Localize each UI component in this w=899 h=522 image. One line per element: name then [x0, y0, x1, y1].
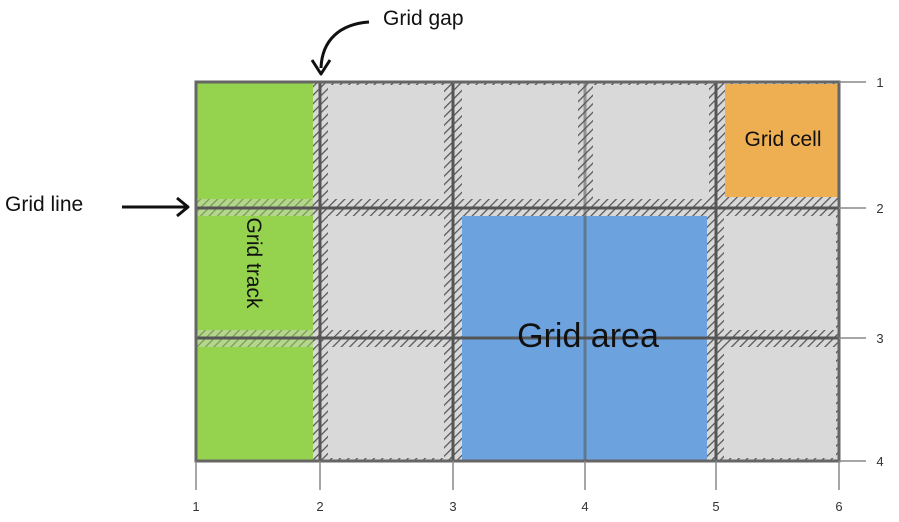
grid-cell-empty [593, 85, 709, 199]
grid-line-label: Grid line [5, 193, 83, 216]
empty-cells [328, 85, 836, 458]
column-line-number: 5 [712, 499, 719, 514]
grid-area-label: Grid area [517, 317, 659, 355]
grid-cell-label: Grid cell [744, 128, 821, 151]
grid-gap-label: Grid gap [383, 7, 464, 30]
column-ticks [195, 461, 840, 490]
column-line-number: 2 [316, 499, 323, 514]
grid-cell-empty [328, 85, 444, 199]
column-line-number: 3 [449, 499, 456, 514]
row-line-number: 3 [876, 331, 883, 346]
column-line-number: 1 [192, 499, 199, 514]
grid-outline [194, 80, 841, 463]
grid-cell-empty [724, 347, 836, 458]
grid-track-label: Grid track [242, 217, 265, 309]
grid-cell-empty [724, 216, 836, 330]
column-line-number: 6 [835, 499, 842, 514]
grid-cell-highlight [725, 84, 838, 197]
column-line-number: 4 [581, 499, 588, 514]
grid-lines [196, 82, 839, 461]
row-ticks [839, 81, 866, 462]
grid-cell-empty [328, 347, 444, 458]
row-line-number: 1 [876, 75, 883, 90]
grid-cell-empty [328, 216, 444, 330]
row-line-number: 2 [876, 201, 883, 216]
grid-cell-empty [462, 85, 578, 199]
grid-track-highlight [196, 82, 313, 461]
right-arrow-icon [122, 196, 190, 218]
row-line-number: 4 [876, 454, 883, 469]
curved-arrow-icon [310, 20, 370, 76]
